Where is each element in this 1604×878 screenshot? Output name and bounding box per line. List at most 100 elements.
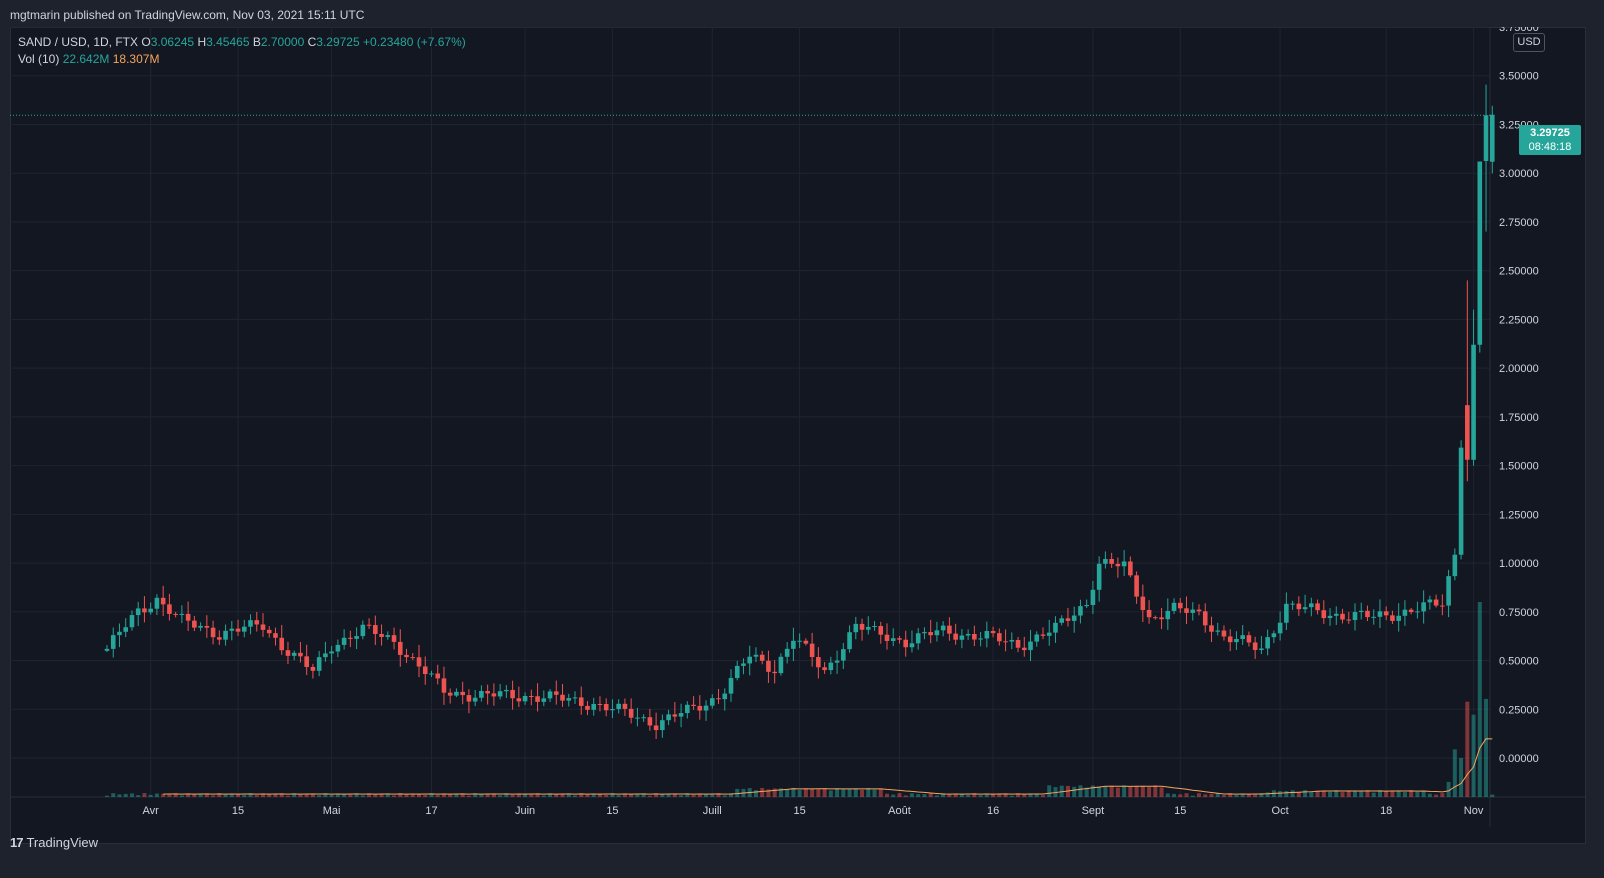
x-tick-label: 15	[794, 805, 806, 817]
candle-body	[1471, 344, 1476, 460]
volume-bar	[1140, 785, 1145, 797]
volume-bar	[1109, 785, 1114, 797]
candle-body	[529, 695, 534, 697]
volume-bar	[785, 789, 790, 797]
volume-bar	[1072, 786, 1077, 797]
candle-body	[235, 628, 241, 632]
candle-body	[622, 703, 628, 709]
y-tick-label: 1.25000	[1499, 509, 1539, 521]
candle-body	[1458, 447, 1464, 555]
x-tick-label: Août	[888, 805, 911, 817]
volume-bar	[972, 793, 977, 797]
volume-bar	[791, 787, 796, 797]
x-tick-label: Oct	[1272, 805, 1289, 817]
currency-button[interactable]: USD	[1513, 33, 1545, 52]
candle-body	[429, 673, 434, 675]
candle-body	[553, 691, 559, 695]
volume-label[interactable]: Vol (10)	[18, 52, 60, 66]
volume-bar	[666, 793, 671, 797]
volume-bar	[1184, 793, 1189, 797]
close-value: 3.29725	[316, 35, 360, 49]
volume-bar	[984, 793, 989, 797]
volume-bar	[878, 788, 883, 797]
volume-bar	[335, 793, 340, 797]
candle-body	[1103, 558, 1108, 564]
volume-bar	[760, 787, 765, 797]
volume-bar	[1402, 792, 1407, 797]
candle-body	[110, 635, 116, 649]
open-label: O	[141, 35, 151, 49]
candle-body	[1296, 603, 1302, 610]
volume-bar	[1371, 792, 1376, 797]
tradingview-brand[interactable]: 17 TradingView	[10, 835, 98, 850]
candle-body	[872, 625, 877, 627]
volume-bar	[1034, 793, 1039, 797]
candle-body	[360, 624, 366, 637]
candle-body	[1159, 617, 1164, 620]
candle-body	[928, 632, 933, 636]
volume-bar	[860, 789, 865, 797]
candle-body	[135, 608, 141, 616]
volume-bar	[1103, 786, 1108, 797]
volume-bar	[1303, 790, 1308, 797]
volume-bar	[323, 793, 328, 797]
candle-body	[379, 633, 384, 637]
volume-ma-value: 18.307M	[112, 52, 160, 66]
candle-body	[1165, 610, 1171, 620]
volume-bar	[909, 793, 914, 797]
candle-body	[1271, 633, 1277, 638]
candle-body	[1309, 603, 1314, 608]
candle-body	[1134, 575, 1139, 597]
last-price-value: 3.29725	[1530, 127, 1570, 139]
volume-bar	[435, 795, 440, 797]
candle-body	[217, 637, 222, 640]
candle-body	[479, 691, 484, 698]
volume-bar	[1384, 791, 1389, 797]
candlestick-chart[interactable]: 3.750003.500003.250003.000002.750002.500…	[10, 27, 1586, 827]
candle-body	[666, 714, 671, 721]
candle-body	[266, 629, 272, 634]
volume-bar	[466, 795, 471, 797]
symbol-label[interactable]: SAND / USD, 1D, FTX	[18, 35, 139, 49]
volume-bar	[217, 793, 222, 797]
candle-body	[1252, 642, 1258, 650]
candle-body	[741, 663, 746, 666]
candle-body	[922, 632, 927, 634]
candle-body	[185, 613, 191, 621]
volume-bar	[753, 790, 758, 797]
volume-bar	[1390, 790, 1395, 797]
candle-body	[1009, 639, 1015, 642]
volume-bar	[672, 793, 677, 797]
volume-bar	[573, 795, 577, 797]
y-tick-label: 2.00000	[1499, 363, 1539, 375]
volume-bar	[772, 788, 777, 797]
candle-body	[585, 705, 590, 710]
volume-bar	[797, 789, 802, 797]
volume-bar	[535, 793, 540, 797]
candle-body	[1333, 613, 1339, 616]
volume-bar	[916, 794, 921, 797]
chart-legend: SAND / USD, 1D, FTX O3.06245 H3.45465 B2…	[18, 34, 466, 68]
candle-body	[1427, 599, 1433, 603]
candle-body	[1415, 611, 1420, 613]
candle-body	[834, 660, 840, 663]
candle-body	[940, 625, 946, 631]
volume-bar	[1165, 793, 1170, 797]
volume-bar	[510, 794, 515, 797]
volume-bar	[810, 788, 815, 797]
x-tick-label: Sept	[1082, 805, 1105, 817]
candle-body	[1040, 634, 1046, 636]
bar-countdown: 08:48:18	[1528, 141, 1572, 153]
volume-bar	[1153, 785, 1158, 797]
volume-bar	[479, 794, 484, 797]
candle-body	[1240, 635, 1245, 639]
candle-body	[1227, 636, 1233, 643]
volume-bar	[1340, 792, 1345, 797]
volume-bar	[1197, 793, 1201, 797]
candle-body	[447, 692, 453, 696]
candle-body	[1184, 608, 1189, 613]
candle-body	[229, 628, 235, 631]
candle-body	[535, 696, 540, 702]
volume-bar	[1259, 793, 1264, 797]
candle-body	[597, 703, 603, 705]
